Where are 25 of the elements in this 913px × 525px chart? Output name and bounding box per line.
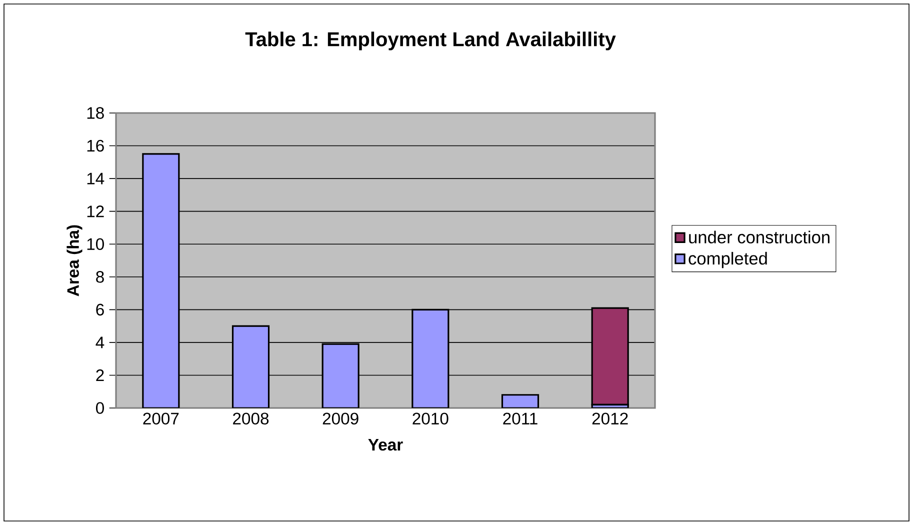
chart-title: Table 1: Employment Land Availabillity	[245, 32, 616, 50]
y-tick-label: 12	[87, 206, 104, 218]
bar	[412, 308, 450, 408]
y-tick-label: 2	[96, 369, 104, 382]
y-tick-label: 0	[96, 402, 104, 414]
x-tick-label: 2011	[503, 412, 538, 425]
x-tick-label: 2007	[143, 412, 179, 425]
y-tick-label: 14	[87, 172, 104, 184]
legend-label: under construction	[689, 230, 830, 244]
bar	[232, 325, 270, 408]
y-tick-label: 6	[96, 304, 104, 316]
x-tick-label: 2009	[322, 412, 358, 425]
y-tick-label: 16	[87, 140, 104, 152]
y-tick-label: 10	[87, 238, 104, 250]
bar	[322, 343, 360, 408]
x-tick-label: 2010	[412, 412, 448, 425]
y-tick-label: 18	[87, 107, 104, 119]
bar	[142, 153, 180, 408]
x-axis-title: Year	[368, 439, 403, 451]
y-tick-label: 8	[96, 271, 104, 283]
legend-label: completed	[688, 252, 767, 268]
y-axis-title: Area (ha)	[66, 225, 82, 296]
x-tick-label: 2012	[592, 412, 628, 425]
y-tick-label: 4	[96, 336, 104, 348]
x-tick-label: 2008	[233, 412, 269, 425]
